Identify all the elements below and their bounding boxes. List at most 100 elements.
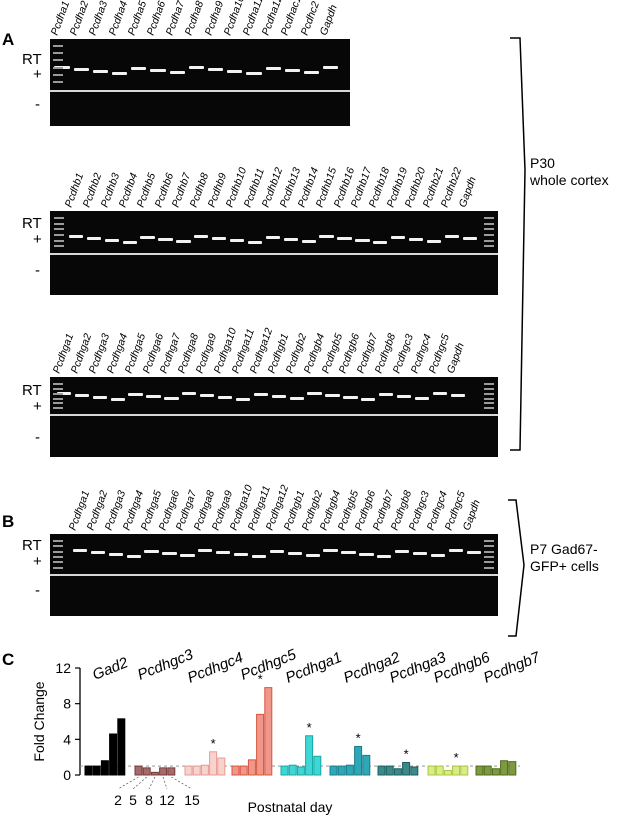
bar-pcdhgc3 bbox=[159, 767, 168, 776]
bar-pcdhgc4 bbox=[192, 765, 201, 776]
gel-a1-image bbox=[50, 39, 350, 126]
bar-pcdhgc5 bbox=[256, 713, 265, 776]
gel-b-band bbox=[377, 555, 392, 558]
gel-b-band bbox=[216, 551, 231, 554]
gel-b-band bbox=[341, 551, 356, 554]
rt-label-2: RT bbox=[22, 215, 42, 232]
gel-b-ladder-band bbox=[53, 540, 63, 542]
gel-a3-band bbox=[253, 393, 269, 396]
gel-a1-band bbox=[303, 71, 320, 74]
bar-pcdhgb7 bbox=[483, 765, 492, 776]
gel-a2-ladder-band bbox=[484, 217, 494, 219]
gel-a3-band bbox=[343, 396, 358, 399]
bar-gad2 bbox=[109, 733, 118, 776]
gel-b-band bbox=[108, 553, 123, 556]
plus-label-4: + bbox=[33, 553, 42, 570]
gel-a2-band bbox=[194, 235, 209, 238]
gel-b-separator bbox=[50, 574, 498, 576]
group-label-gad2: Gad2 bbox=[90, 654, 131, 684]
gel-a2-band bbox=[140, 236, 155, 239]
gel-a3-ladder-band bbox=[53, 392, 63, 395]
gel-b-band bbox=[430, 554, 446, 557]
gel-a3-band bbox=[325, 394, 340, 397]
bar-gad2 bbox=[117, 718, 126, 776]
gel-a2-ladder-band bbox=[54, 222, 64, 225]
gel-b-band bbox=[287, 552, 302, 555]
bar-pcdhgc4 bbox=[209, 751, 218, 776]
gel-a1-band bbox=[227, 70, 243, 73]
gel-a1-ladder-band bbox=[53, 80, 63, 83]
gel-a1-band bbox=[150, 69, 166, 72]
gel-b-band bbox=[233, 553, 249, 556]
panel-a-label: A bbox=[2, 30, 15, 49]
gel-b-ladder-band bbox=[484, 550, 494, 553]
gel-b-band bbox=[466, 551, 481, 554]
gel-a2-band bbox=[426, 240, 442, 243]
gel-b-band bbox=[359, 553, 374, 556]
gel-b-band bbox=[305, 554, 320, 557]
gel-b-band bbox=[72, 549, 88, 552]
gel-a2-ladder-band bbox=[54, 228, 64, 231]
gel-a3-band bbox=[146, 395, 161, 398]
gel-a3-band bbox=[361, 398, 376, 401]
gel-a3-image bbox=[50, 377, 498, 457]
gel-b-ladder-band bbox=[484, 540, 494, 542]
significance-star: * bbox=[356, 730, 361, 745]
gel-a2-band bbox=[158, 238, 173, 241]
x-tick-leader bbox=[117, 776, 139, 790]
x-tick-label: 15 bbox=[184, 792, 200, 808]
gel-a2-band bbox=[373, 241, 388, 244]
significance-star: * bbox=[307, 720, 312, 735]
gel-a1-ladder-band bbox=[53, 66, 63, 69]
gel-a2-ladder-band bbox=[54, 217, 64, 219]
bar-pcdhgb7 bbox=[491, 768, 500, 776]
gel-a3-band bbox=[307, 392, 322, 395]
gel-a3-ladder-band bbox=[484, 407, 494, 410]
gel-a2-band bbox=[319, 235, 334, 238]
bar-pcdhga1 bbox=[296, 766, 305, 776]
bar-pcdhga2 bbox=[345, 764, 354, 776]
gel-a3-band bbox=[74, 394, 90, 397]
rt-label-3: RT bbox=[22, 382, 42, 399]
gel-a3-band bbox=[235, 398, 251, 401]
gel-b-band bbox=[144, 550, 159, 553]
gel-a2-band bbox=[301, 240, 316, 243]
gel-a3-ladder-band bbox=[53, 387, 63, 390]
gel-a1-band bbox=[169, 71, 185, 74]
x-tick-label: 5 bbox=[129, 792, 137, 808]
bar-pcdhgb6 bbox=[443, 770, 452, 776]
minus-label-3: - bbox=[35, 429, 40, 446]
gel-a3-band bbox=[164, 397, 179, 400]
bar-pcdhgb6 bbox=[427, 765, 436, 776]
bar-pcdhga3 bbox=[393, 768, 402, 776]
gel-b-ladder-band bbox=[53, 545, 63, 548]
bar-gad2 bbox=[84, 765, 93, 776]
bar-pcdhga1 bbox=[288, 764, 297, 776]
gel-a3-band bbox=[110, 398, 125, 401]
p30-line1: P30 bbox=[530, 155, 555, 171]
y-tick-label: 8 bbox=[63, 696, 71, 712]
bar-pcdhgb6 bbox=[435, 765, 444, 776]
gel-a3-band bbox=[128, 393, 143, 396]
gel-b-ladder-band bbox=[53, 566, 63, 569]
gel-b-ladder-band bbox=[53, 561, 63, 564]
gel-a2-ladder-band bbox=[484, 245, 494, 248]
gel-a2-ladder-band bbox=[484, 222, 494, 225]
gel-b-ladder-band bbox=[484, 561, 494, 564]
x-tick-leader bbox=[132, 776, 147, 790]
gel-b-band bbox=[269, 550, 285, 553]
gel-b-band bbox=[90, 551, 106, 554]
gel-a3-band bbox=[217, 396, 233, 399]
y-tick-label: 12 bbox=[55, 660, 71, 676]
gel-a1-ladder-band bbox=[53, 73, 63, 76]
gel-a2-band bbox=[462, 237, 477, 240]
gel-a2-ladder-band bbox=[54, 239, 64, 242]
bar-gad2 bbox=[100, 760, 109, 776]
bar-pcdhgc5 bbox=[239, 765, 248, 776]
x-tick-leader bbox=[171, 776, 193, 790]
gel-b-ladder-band bbox=[53, 550, 63, 553]
group-label-pcdhgb7: Pcdhgb7 bbox=[481, 649, 543, 687]
gel-a2-band bbox=[229, 239, 245, 242]
gel-b-band bbox=[448, 549, 464, 552]
gel-a2-band bbox=[355, 239, 370, 242]
